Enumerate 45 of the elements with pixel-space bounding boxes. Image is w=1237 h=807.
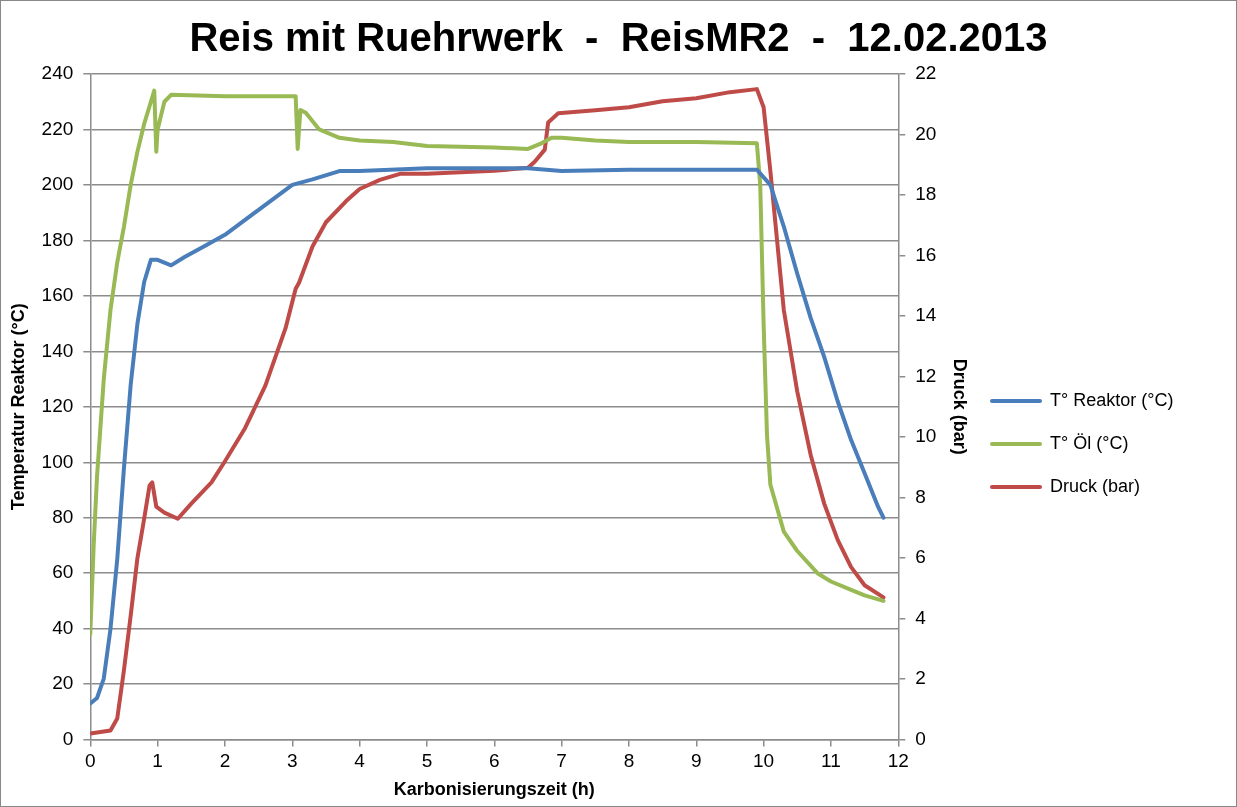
y-tick-label: 220 (41, 117, 74, 139)
x-tick-label: 3 (287, 750, 298, 772)
x-tick-label: 11 (821, 750, 841, 772)
y-tick-label: 20 (52, 672, 74, 694)
y-tick-label: 140 (41, 339, 74, 361)
y-tick-label: 40 (52, 616, 74, 638)
x-tick-label: 0 (85, 750, 96, 772)
x-tick-label: 5 (421, 750, 433, 772)
y2-tick-label: 10 (915, 425, 937, 447)
x-tick-label: 12 (887, 750, 909, 772)
y2-tick-label: 16 (915, 243, 937, 265)
chart-title: Reis mit Ruehrwerk - ReisMR2 - 12.02.2013 (188, 14, 1049, 60)
y-tick-label: 80 (52, 505, 74, 527)
y2-tick-label: 8 (915, 485, 926, 507)
x-tick-label: 8 (623, 750, 635, 772)
y-tick-label: 120 (41, 395, 74, 417)
y2-axis-title: Druck (bar) (950, 358, 971, 455)
y2-tick-label: 2 (915, 667, 926, 689)
y2-tick-label: 22 (915, 62, 937, 84)
x-tick-label: 7 (556, 750, 567, 772)
x-tick-label: 10 (753, 750, 775, 772)
y2-tick-label: 0 (915, 727, 926, 749)
y-tick-label: 200 (41, 173, 74, 195)
y-tick-label: 240 (41, 62, 74, 84)
y-tick-label: 180 (41, 228, 74, 250)
y-tick-label: 60 (52, 561, 74, 583)
y-tick-label: 0 (62, 727, 74, 749)
x-tick-label: 2 (219, 750, 231, 772)
x-tick-label: 4 (354, 750, 366, 772)
legend-label: T° Reaktor (°C) (1050, 390, 1174, 411)
legend-label: T° Öl (°C) (1050, 433, 1129, 454)
y-tick-label: 160 (41, 284, 74, 306)
y2-tick-label: 12 (915, 364, 937, 386)
y2-tick-label: 14 (915, 304, 937, 326)
x-axis-title: Karbonisierungszeit (h) (393, 779, 595, 800)
legend-label: Druck (bar) (1050, 476, 1141, 497)
x-tick-label: 9 (690, 750, 702, 772)
y-tick-label: 100 (41, 450, 74, 472)
x-tick-label: 1 (152, 750, 163, 772)
y2-tick-label: 4 (915, 606, 927, 628)
y2-tick-label: 18 (915, 183, 937, 205)
y2-tick-label: 6 (915, 546, 926, 568)
y2-tick-label: 20 (915, 122, 937, 144)
x-tick-label: 6 (488, 750, 500, 772)
y-axis-title: Temperatur Reaktor (°C) (7, 303, 28, 511)
